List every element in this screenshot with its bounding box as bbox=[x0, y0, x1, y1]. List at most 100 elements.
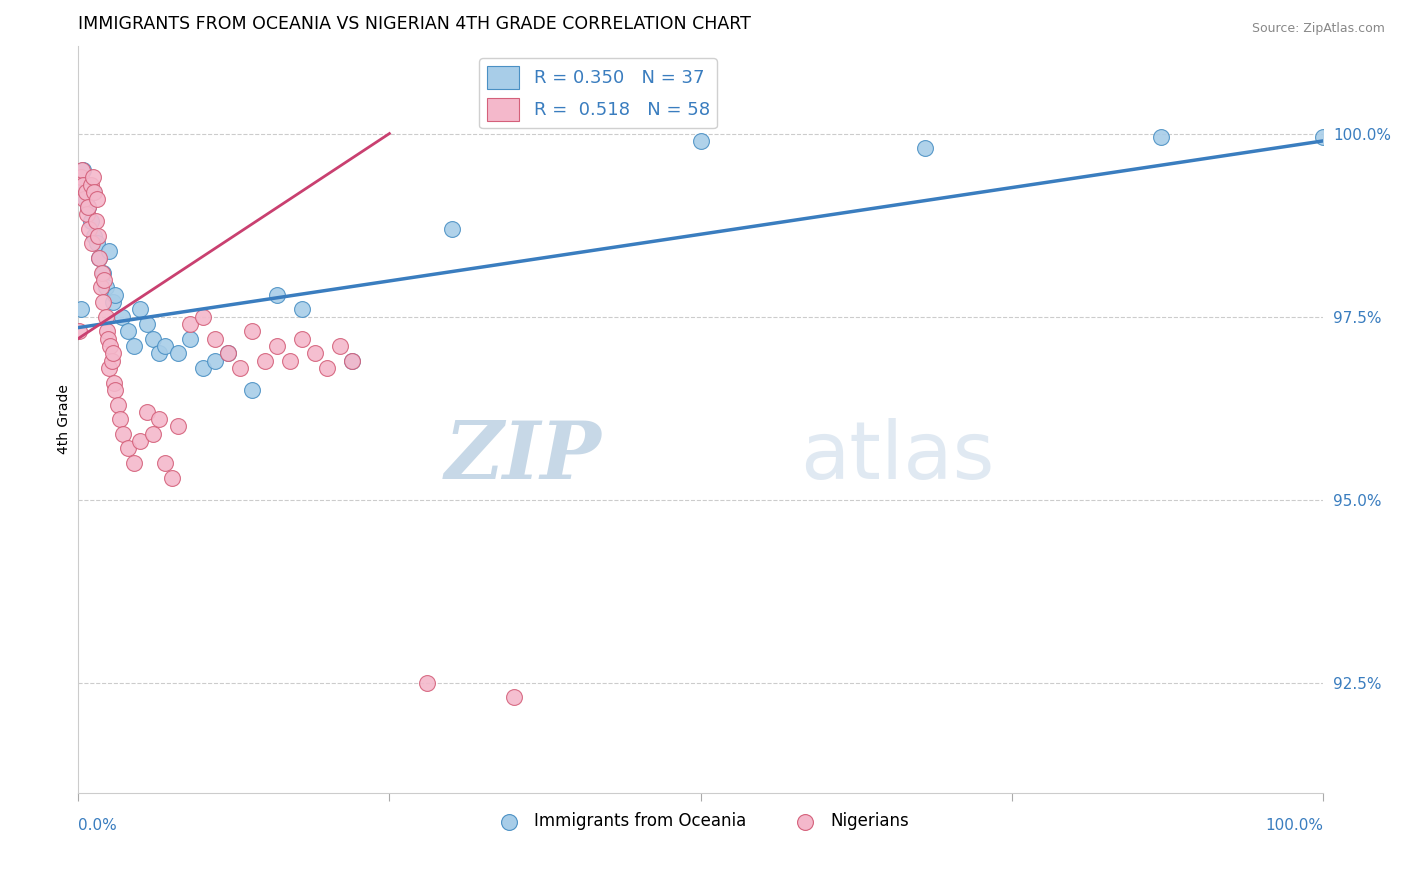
Point bbox=[191, 310, 214, 324]
Point bbox=[80, 236, 103, 251]
Point bbox=[166, 419, 188, 434]
Point bbox=[94, 280, 117, 294]
Point bbox=[101, 346, 124, 360]
Point bbox=[90, 266, 112, 280]
Text: IMMIGRANTS FROM OCEANIA VS NIGERIAN 4TH GRADE CORRELATION CHART: IMMIGRANTS FROM OCEANIA VS NIGERIAN 4TH … bbox=[79, 15, 751, 33]
Point bbox=[69, 170, 91, 185]
Point bbox=[75, 193, 97, 207]
Point bbox=[129, 434, 152, 449]
Point bbox=[291, 302, 314, 317]
Point bbox=[204, 353, 226, 368]
Point bbox=[179, 332, 201, 346]
Point bbox=[75, 185, 97, 199]
Point bbox=[278, 353, 301, 368]
Point bbox=[266, 339, 288, 353]
Point bbox=[97, 332, 120, 346]
Point bbox=[160, 471, 183, 485]
Point bbox=[104, 287, 127, 301]
Point bbox=[266, 287, 288, 301]
Point bbox=[503, 690, 526, 705]
Point bbox=[135, 405, 157, 419]
Text: ZIP: ZIP bbox=[444, 417, 602, 495]
Point bbox=[129, 302, 152, 317]
Point bbox=[67, 324, 90, 338]
Point bbox=[110, 412, 132, 426]
Point bbox=[229, 360, 252, 375]
Point bbox=[70, 163, 93, 178]
Point bbox=[77, 200, 100, 214]
Point bbox=[69, 302, 91, 317]
Point bbox=[83, 229, 105, 244]
Point bbox=[117, 442, 139, 456]
Point bbox=[329, 339, 352, 353]
Point bbox=[79, 178, 101, 192]
Point bbox=[204, 332, 226, 346]
Point bbox=[100, 339, 122, 353]
Point bbox=[82, 170, 104, 185]
Point bbox=[104, 383, 127, 397]
Point bbox=[93, 273, 115, 287]
Point bbox=[179, 317, 201, 331]
Point bbox=[148, 412, 170, 426]
Point bbox=[76, 207, 98, 221]
Y-axis label: 4th Grade: 4th Grade bbox=[58, 384, 72, 454]
Point bbox=[98, 360, 121, 375]
Point bbox=[340, 353, 363, 368]
Point bbox=[91, 295, 114, 310]
Point bbox=[72, 163, 94, 178]
Point bbox=[100, 353, 122, 368]
Point bbox=[86, 193, 108, 207]
Point bbox=[1150, 130, 1173, 145]
Point bbox=[242, 324, 264, 338]
Text: Source: ZipAtlas.com: Source: ZipAtlas.com bbox=[1251, 22, 1385, 36]
Point bbox=[77, 200, 100, 214]
Point bbox=[73, 178, 96, 192]
Point bbox=[73, 193, 96, 207]
Point bbox=[90, 280, 112, 294]
Point bbox=[91, 266, 114, 280]
Point bbox=[117, 324, 139, 338]
Text: 100.0%: 100.0% bbox=[1265, 818, 1323, 833]
Point bbox=[107, 397, 129, 411]
Point bbox=[122, 456, 145, 470]
Point bbox=[291, 332, 314, 346]
Point bbox=[1312, 130, 1334, 145]
Point bbox=[155, 339, 177, 353]
Point bbox=[111, 426, 134, 441]
Point bbox=[84, 214, 107, 228]
Point bbox=[217, 346, 239, 360]
Point bbox=[689, 134, 711, 148]
Point bbox=[103, 376, 125, 390]
Point bbox=[217, 346, 239, 360]
Point bbox=[122, 339, 145, 353]
Text: atlas: atlas bbox=[800, 417, 994, 496]
Point bbox=[101, 295, 124, 310]
Point bbox=[142, 332, 165, 346]
Point bbox=[142, 426, 165, 441]
Point bbox=[253, 353, 276, 368]
Point bbox=[191, 360, 214, 375]
Point bbox=[87, 229, 110, 244]
Point bbox=[440, 221, 463, 235]
Point bbox=[94, 310, 117, 324]
Point bbox=[914, 141, 936, 155]
Point bbox=[416, 675, 439, 690]
Point bbox=[83, 185, 105, 199]
Point bbox=[79, 214, 101, 228]
Text: 0.0%: 0.0% bbox=[79, 818, 117, 833]
Point bbox=[98, 244, 121, 258]
Point bbox=[89, 251, 111, 265]
Point bbox=[135, 317, 157, 331]
Point bbox=[340, 353, 363, 368]
Point bbox=[155, 456, 177, 470]
Point bbox=[148, 346, 170, 360]
Point bbox=[89, 251, 111, 265]
Point bbox=[82, 185, 104, 199]
Point bbox=[96, 324, 118, 338]
Point bbox=[304, 346, 326, 360]
Point bbox=[316, 360, 339, 375]
Legend: Immigrants from Oceania, Nigerians: Immigrants from Oceania, Nigerians bbox=[486, 805, 915, 837]
Point bbox=[166, 346, 188, 360]
Point bbox=[86, 236, 108, 251]
Point bbox=[72, 178, 94, 192]
